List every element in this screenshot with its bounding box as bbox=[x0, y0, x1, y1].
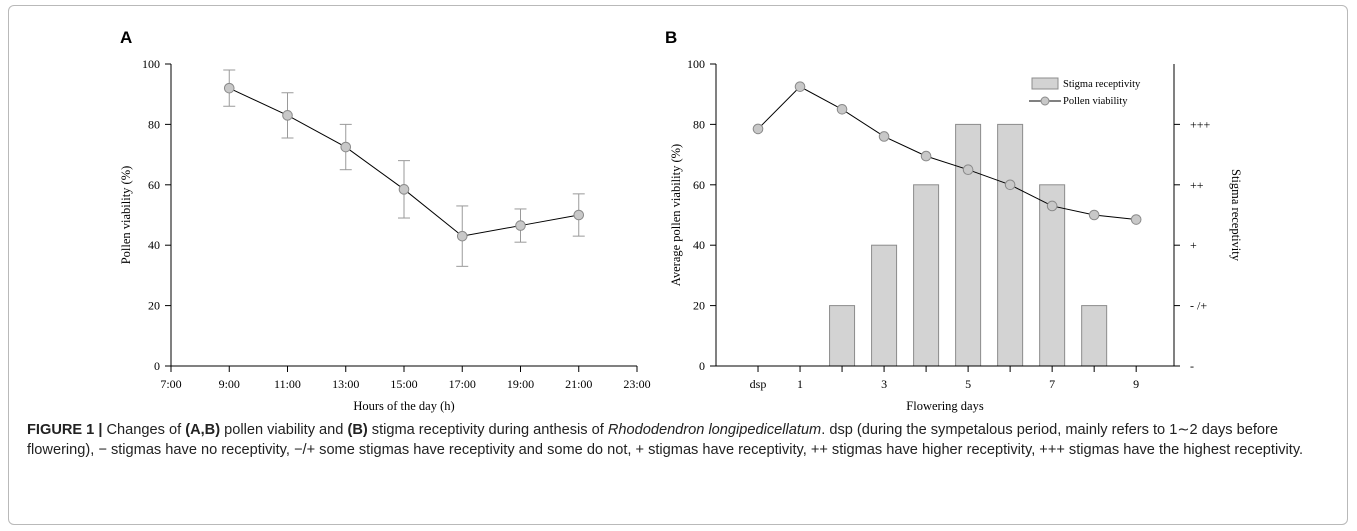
x-tick-label: 21:00 bbox=[565, 377, 592, 391]
x-tick-label: 9:00 bbox=[219, 377, 240, 391]
data-point bbox=[1088, 209, 1100, 221]
y2-tick-label: - /+ bbox=[1190, 299, 1207, 313]
x-tick-label: 1 bbox=[797, 377, 803, 391]
pollen-viability-line bbox=[757, 86, 1137, 221]
y-tick-label: 60 bbox=[148, 178, 160, 192]
panel-b-label: B bbox=[665, 28, 677, 47]
y-tick-label: 0 bbox=[154, 359, 160, 373]
x-tick-label: 19:00 bbox=[507, 377, 534, 391]
y2-tick-label: - bbox=[1190, 359, 1194, 373]
data-point bbox=[515, 220, 526, 231]
x-tick-label: 5 bbox=[965, 377, 971, 391]
figure-caption: FIGURE 1 | Changes of (A,B) pollen viabi… bbox=[27, 420, 1337, 460]
y-tick-label: 80 bbox=[693, 117, 705, 131]
data-point bbox=[920, 150, 932, 162]
caption-label: FIGURE 1 | bbox=[27, 422, 103, 438]
y2-tick-label: + bbox=[1190, 238, 1197, 252]
data-point bbox=[794, 81, 806, 92]
caption-species: Rhododendron longipedicellatum bbox=[607, 422, 822, 438]
stigma-bar bbox=[829, 305, 856, 367]
stigma-bar bbox=[913, 184, 940, 367]
figure-canvas: A 0 20 40 60 80 100 7:00 9:00 11:00 13:00 15:00 17:0… bbox=[119, 28, 1243, 413]
y2-axis-label: Stigma receptivity bbox=[1229, 169, 1243, 262]
figure-frame: A 0 20 40 60 80 100 7:00 9:00 11:00 13:00 15:00 17:0… bbox=[8, 5, 1348, 525]
data-point bbox=[456, 230, 468, 242]
data-point bbox=[1004, 179, 1016, 191]
y-tick-label: 20 bbox=[148, 299, 160, 313]
x-tick-label: 11:00 bbox=[274, 377, 301, 391]
x-tick-label: 13:00 bbox=[332, 377, 359, 391]
stigma-bar bbox=[871, 244, 898, 367]
y-tick-label: 60 bbox=[693, 178, 705, 192]
stigma-bar bbox=[1081, 305, 1108, 367]
y-tick-label: 40 bbox=[693, 238, 705, 252]
data-point bbox=[1130, 214, 1142, 225]
x-tick-label: 15:00 bbox=[390, 377, 417, 391]
y-tick-label: 100 bbox=[687, 57, 705, 71]
y-tick-label: 20 bbox=[693, 299, 705, 313]
y-axis-label: Average pollen viability (%) bbox=[669, 144, 683, 286]
x-tick-label: 9 bbox=[1133, 377, 1139, 391]
stigma-bar bbox=[955, 123, 982, 367]
data-point bbox=[340, 141, 352, 153]
stigma-bar bbox=[997, 123, 1024, 367]
data-point bbox=[398, 184, 410, 195]
y-tick-label: 100 bbox=[142, 57, 160, 71]
panel-a-label: A bbox=[120, 28, 132, 47]
caption-bold-2: (B) bbox=[347, 422, 368, 438]
caption-text-3: stigma receptivity during anthesis of bbox=[367, 422, 608, 438]
legend-bar-swatch bbox=[1031, 77, 1059, 90]
caption-bold-1: (A,B) bbox=[185, 422, 221, 438]
data-point bbox=[223, 82, 235, 94]
data-point bbox=[836, 104, 848, 115]
y-tick-label: 0 bbox=[699, 359, 705, 373]
caption-text-2: pollen viability and bbox=[220, 422, 348, 438]
y-tick-label: 80 bbox=[148, 117, 160, 131]
x-tick-label: dsp bbox=[750, 377, 767, 391]
data-point bbox=[878, 131, 890, 142]
panel-a: A 0 20 40 60 80 100 7:00 9:00 11:00 13:00 15:00 17:0… bbox=[119, 28, 651, 413]
data-point bbox=[282, 110, 293, 121]
stigma-bar bbox=[1039, 184, 1066, 367]
legend-bar-label: Stigma receptivity bbox=[1063, 79, 1141, 90]
x-axis-label: Flowering days bbox=[906, 399, 984, 413]
data-point bbox=[573, 209, 585, 221]
caption-text-4: . dsp (during the sympetalous period, ma… bbox=[27, 422, 1304, 458]
data-point bbox=[962, 164, 974, 175]
x-tick-label: 17:00 bbox=[449, 377, 476, 391]
caption-text-1: Changes of bbox=[102, 422, 186, 438]
x-tick-label: 3 bbox=[881, 377, 887, 391]
legend-line-label: Pollen viability bbox=[1063, 96, 1128, 107]
data-point bbox=[752, 123, 764, 135]
x-tick-label: 23:00 bbox=[623, 377, 650, 391]
y2-tick-label: +++ bbox=[1190, 117, 1211, 131]
x-tick-label: 7:00 bbox=[160, 377, 181, 391]
x-axis-label: Hours of the day (h) bbox=[353, 399, 454, 413]
y-tick-label: 40 bbox=[148, 238, 160, 252]
x-tick-label: 7 bbox=[1049, 377, 1055, 391]
legend-line-marker bbox=[1040, 96, 1050, 106]
data-point bbox=[1046, 200, 1058, 212]
y-axis-label: Pollen viability (%) bbox=[119, 166, 133, 265]
y2-tick-label: ++ bbox=[1190, 178, 1204, 192]
